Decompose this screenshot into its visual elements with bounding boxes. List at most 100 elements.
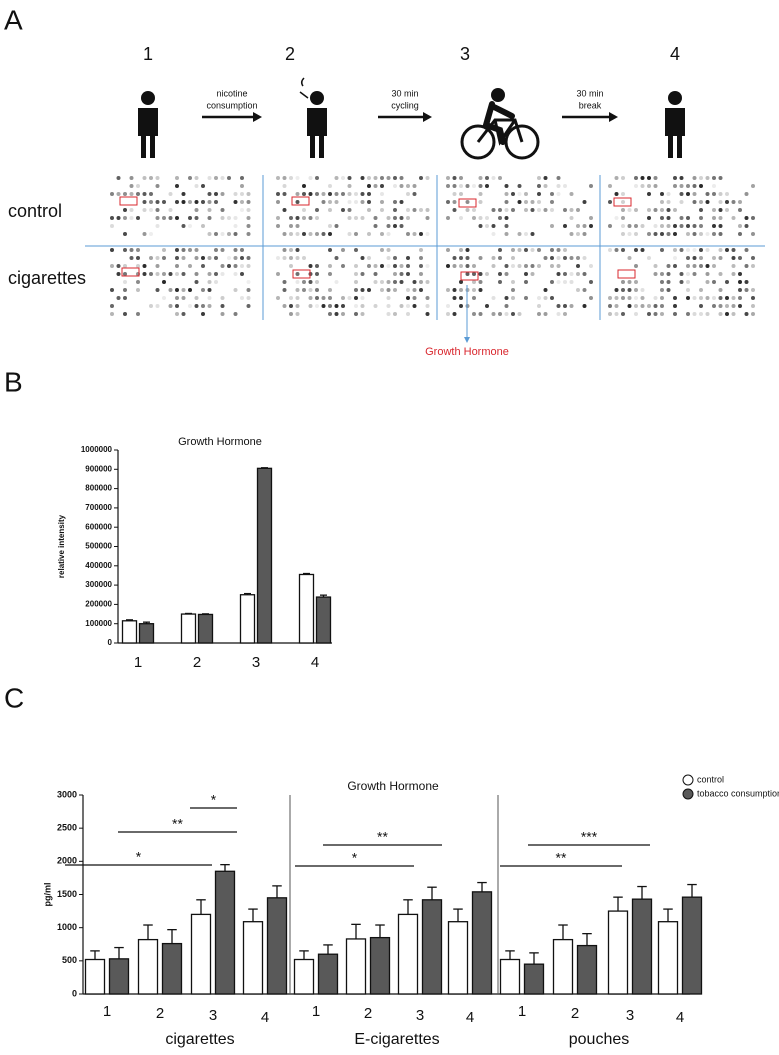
array-spot <box>731 304 736 308</box>
array-spot <box>181 296 186 300</box>
array-spot <box>718 272 723 276</box>
array-spot <box>380 280 384 284</box>
array-spot <box>718 216 723 220</box>
array-spot <box>524 208 528 212</box>
array-spot <box>142 232 147 236</box>
array-spot <box>582 224 587 228</box>
array-spot <box>563 248 567 252</box>
array-spot <box>406 192 410 196</box>
array-spot <box>653 272 658 276</box>
array-spot <box>530 272 535 276</box>
array-spot <box>478 312 483 316</box>
array-spot <box>738 200 742 204</box>
array-spot <box>653 304 658 308</box>
array-spot <box>334 200 339 204</box>
x-tick-label: 1 <box>103 1003 111 1020</box>
array-spot <box>168 272 173 276</box>
array-spot <box>419 272 423 276</box>
array-spot <box>240 264 244 268</box>
array-spot <box>751 264 755 268</box>
array-spot <box>207 280 212 284</box>
array-spot <box>660 192 664 196</box>
array-spot <box>308 264 313 268</box>
array-spot <box>634 264 638 268</box>
array-spot <box>686 192 690 196</box>
array-spot <box>136 288 140 292</box>
array-spot <box>465 256 470 260</box>
array-spot <box>380 200 384 204</box>
array-spot <box>744 280 749 284</box>
array-spot <box>504 272 509 276</box>
array-spot <box>149 272 153 276</box>
array-spot <box>276 272 280 276</box>
array-spot <box>712 232 716 236</box>
array-spot <box>406 312 410 316</box>
array-spot <box>673 248 677 252</box>
array-spot <box>142 192 147 196</box>
array-spot <box>563 208 567 212</box>
x-tick-label: 3 <box>252 654 260 671</box>
array-spot <box>511 288 515 292</box>
array-spot <box>465 208 470 212</box>
array-spot <box>446 248 450 252</box>
array-spot <box>478 200 483 204</box>
array-spot <box>123 280 127 284</box>
array-spot <box>214 176 218 180</box>
array-spot <box>634 248 638 252</box>
array-spot <box>240 200 244 204</box>
array-spot <box>459 184 463 188</box>
array-spot <box>419 232 423 236</box>
pointer-head <box>464 337 470 343</box>
array-spot <box>446 184 450 188</box>
array-spot <box>543 312 548 316</box>
y-tick-label: 0 <box>72 988 77 998</box>
array-spot <box>194 208 199 212</box>
array-spot <box>295 288 300 292</box>
array-spot <box>452 176 457 180</box>
array-spot <box>699 264 703 268</box>
array-spot <box>354 304 358 308</box>
array-spot <box>282 184 287 188</box>
x-tick-label: 2 <box>364 1005 372 1022</box>
array-spot <box>386 280 391 284</box>
array-spot <box>731 264 736 268</box>
array-spot <box>498 256 502 260</box>
x-tick-label: 2 <box>571 1005 579 1022</box>
bar <box>256 467 273 644</box>
array-spot <box>282 288 287 292</box>
array-spot <box>412 208 417 212</box>
array-spot <box>712 304 716 308</box>
array-spot <box>302 216 306 220</box>
array-spot <box>666 288 671 292</box>
array-spot <box>123 216 127 220</box>
array-spot <box>744 224 749 228</box>
array-spot <box>550 280 554 284</box>
y-tick-label: 700000 <box>85 503 112 512</box>
array-spot <box>563 272 567 276</box>
array-spot <box>246 200 251 204</box>
array-spot <box>608 248 612 252</box>
array-spot <box>634 288 638 292</box>
array-spot <box>425 304 430 308</box>
array-spot <box>673 312 677 316</box>
array-spot <box>116 176 121 180</box>
array-spot <box>537 296 541 300</box>
array-spot <box>686 248 690 252</box>
array-spot <box>517 200 522 204</box>
array-spot <box>686 184 690 188</box>
array-spot <box>692 248 697 252</box>
bar <box>421 899 443 995</box>
array-spot <box>110 248 114 252</box>
array-spot <box>517 192 522 196</box>
array-spot <box>168 288 173 292</box>
array-spot <box>220 248 225 252</box>
array-spot <box>386 288 391 292</box>
array-spot <box>725 192 729 196</box>
array-spot <box>328 208 332 212</box>
array-spot <box>116 216 121 220</box>
array-spot <box>718 224 723 228</box>
array-spot <box>504 296 509 300</box>
array-spot <box>504 184 509 188</box>
array-spot <box>386 264 391 268</box>
array-spot <box>123 312 127 316</box>
